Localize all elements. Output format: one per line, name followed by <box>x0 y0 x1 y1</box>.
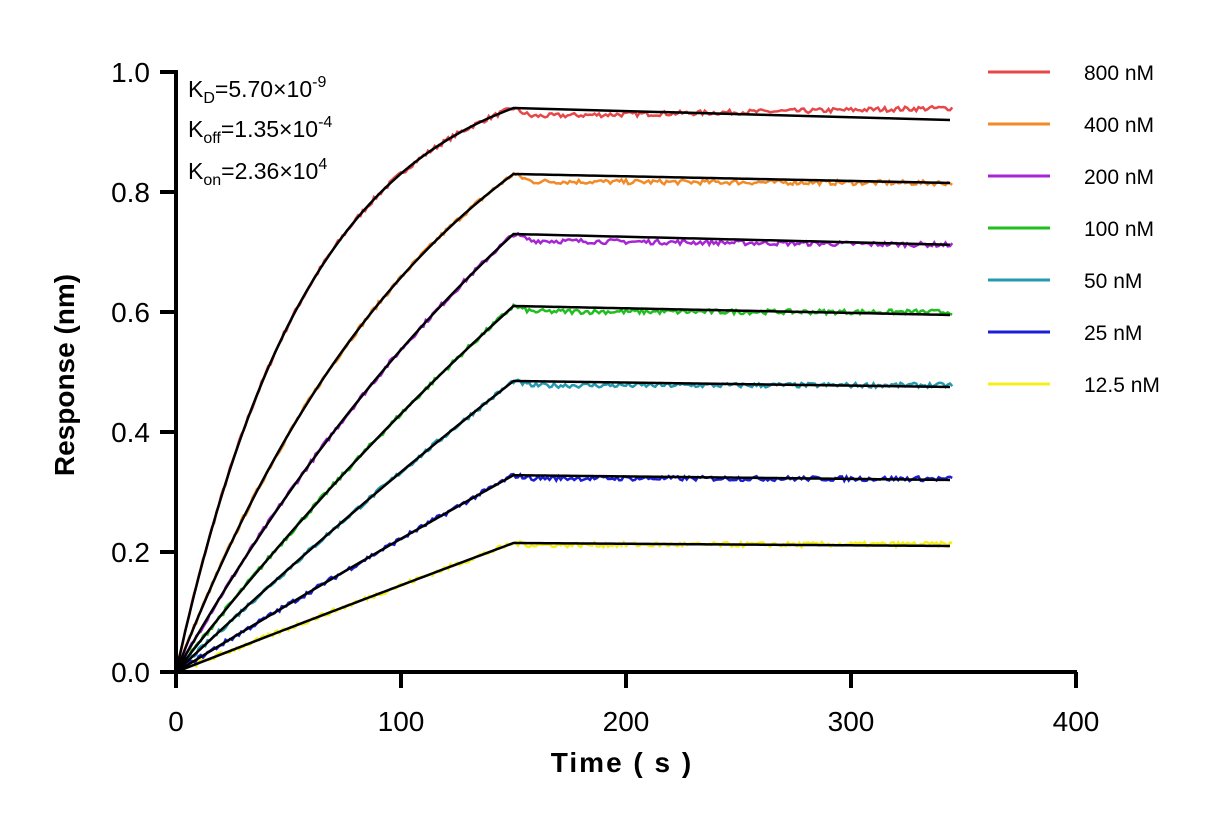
x-tick-label: 400 <box>1053 706 1100 737</box>
x-tick-label: 0 <box>168 706 184 737</box>
series-line-1 <box>174 171 953 673</box>
y-tick-label: 0.0 <box>111 657 150 688</box>
legend-label-6: 12.5 nM <box>1084 374 1160 397</box>
y-tick-label: 0.6 <box>111 297 150 328</box>
fit-line-3 <box>175 304 951 673</box>
kon-label: Kon=2.36×104 <box>188 156 327 189</box>
y-tick-label: 0.4 <box>111 417 150 448</box>
kd-label: KD=5.70×10-9 <box>188 74 326 107</box>
fit-line-4 <box>175 379 951 673</box>
legend-label-1: 400 nM <box>1084 114 1154 137</box>
series-line-6 <box>175 539 953 673</box>
fit-line-6 <box>175 541 951 674</box>
kinetics-annotation: KD=5.70×10-9 Koff=1.35×10-4 Kon=2.36×104 <box>188 74 332 189</box>
fit-line-0 <box>174 106 951 673</box>
y-axis-title: Response (nm) <box>49 274 80 476</box>
koff-label: Koff=1.35×10-4 <box>188 114 332 147</box>
x-ticks: 0 100 200 300 400 <box>168 672 1099 737</box>
fit-layer <box>174 106 951 674</box>
legend-label-2: 200 nM <box>1084 166 1154 189</box>
fit-line-1 <box>174 172 951 673</box>
series-line-5 <box>175 472 953 674</box>
fit-line-2 <box>174 232 951 673</box>
y-tick-label: 1.0 <box>111 57 150 88</box>
series-line-2 <box>175 231 954 672</box>
series-layer <box>174 104 954 674</box>
y-ticks: 0.0 0.2 0.4 0.6 0.8 1.0 <box>111 57 176 688</box>
legend: 800 nM 400 nM 200 nM 100 nM 50 nM 25 nM 12.5 n… <box>988 62 1160 397</box>
x-tick-label: 100 <box>378 706 425 737</box>
legend-label-5: 25 nM <box>1084 322 1142 345</box>
y-tick-label: 0.2 <box>111 537 150 568</box>
legend-label-3: 100 nM <box>1084 218 1154 241</box>
legend-label-0: 800 nM <box>1084 62 1154 85</box>
series-line-0 <box>174 104 954 673</box>
fit-line-5 <box>175 473 951 674</box>
legend-label-4: 50 nM <box>1084 270 1142 293</box>
x-tick-label: 200 <box>603 706 650 737</box>
y-tick-label: 0.8 <box>111 177 150 208</box>
x-axis-title: Time ( s ) <box>551 747 693 778</box>
x-tick-label: 300 <box>828 706 875 737</box>
